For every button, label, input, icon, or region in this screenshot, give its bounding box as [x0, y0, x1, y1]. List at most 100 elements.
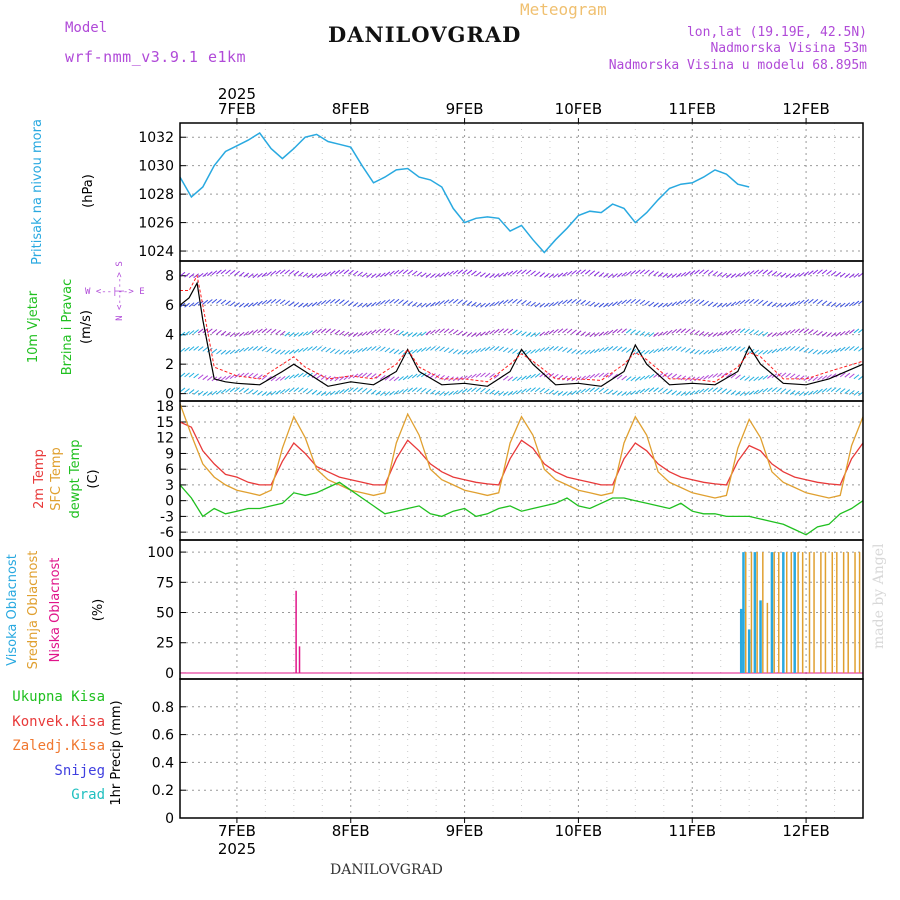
- wind-barb: [557, 328, 564, 334]
- wind-barb: [188, 372, 195, 378]
- wind-barb: [484, 302, 491, 308]
- wind-barb: [434, 273, 441, 278]
- wind-barb: [320, 272, 327, 278]
- wind-barb: [270, 376, 277, 382]
- wind-barb: [707, 332, 714, 338]
- panel-frame: [179, 678, 864, 819]
- wind-barb: [812, 349, 819, 355]
- wind-barb: [839, 388, 846, 394]
- wind-barb: [594, 373, 600, 378]
- wind-barb: [452, 390, 459, 395]
- wind-barb: [416, 348, 423, 353]
- wind-compass: W <--|--> E: [85, 287, 145, 297]
- wind-barb: [676, 272, 682, 278]
- wind-barb: [539, 302, 546, 308]
- y-tick-label: 0.8: [152, 700, 174, 716]
- wind-barb: [666, 389, 673, 395]
- wind-barb: [780, 388, 787, 394]
- wind-barb: [676, 390, 682, 396]
- wind-barb: [548, 329, 555, 335]
- wind-barb: [521, 388, 527, 394]
- wind-barb: [448, 390, 454, 396]
- wind-barb: [525, 332, 532, 337]
- wind-barb: [826, 387, 832, 393]
- wind-barb: [635, 376, 641, 382]
- wind-barb: [817, 331, 823, 336]
- wind-barb: [808, 329, 814, 334]
- wind-barb: [598, 272, 605, 278]
- wind-barb: [698, 349, 705, 355]
- wind-barb: [375, 273, 382, 278]
- wind-barb: [243, 372, 250, 378]
- wind-barb: [498, 328, 505, 334]
- wind-barb: [721, 388, 728, 394]
- wind-barb: [821, 387, 828, 393]
- wind-barb: [366, 273, 372, 278]
- model-name: wrf-nmm_v3.9.1 e1km: [65, 48, 247, 66]
- lonlat-label: lon,lat (19.19E, 42.5N): [686, 25, 867, 40]
- wind-barb: [197, 390, 204, 396]
- wind-barb: [598, 387, 605, 393]
- wind-barb: [407, 387, 413, 393]
- wind-barb: [361, 372, 368, 378]
- wind-barb: [357, 347, 363, 353]
- wind-barb: [180, 347, 186, 353]
- wind-barb: [443, 328, 450, 334]
- wind-barb: [794, 300, 801, 306]
- wind-barb: [284, 269, 291, 275]
- wind-barb: [475, 348, 482, 353]
- wind-barb: [607, 329, 614, 335]
- wind-barb: [466, 374, 473, 380]
- wind-barb: [780, 302, 787, 308]
- wind-barb: [703, 387, 709, 393]
- x-tick-label-bottom: 12FEB: [782, 822, 829, 840]
- gust-line: [180, 274, 863, 383]
- wind-barb: [543, 388, 550, 394]
- wind-barb: [698, 388, 705, 394]
- wind-barb: [448, 328, 454, 334]
- wind-barb: [207, 299, 213, 304]
- wind-barb: [712, 302, 719, 308]
- wind-barb: [580, 299, 587, 305]
- wind-barb: [334, 376, 341, 382]
- wind-barb: [225, 331, 231, 337]
- wind-barb: [197, 374, 204, 380]
- wind-barb: [320, 346, 327, 352]
- wind-barb: [475, 302, 482, 308]
- wind-barb: [553, 273, 559, 278]
- wind-barb: [771, 332, 778, 337]
- wind-barb: [630, 270, 637, 275]
- wind-barb: [325, 347, 332, 353]
- wind-barb: [534, 332, 541, 337]
- wind-barb: [735, 328, 741, 334]
- wind-barb: [225, 300, 231, 306]
- wind-barb: [571, 349, 577, 354]
- wind-barb: [370, 389, 377, 395]
- wind-barb: [389, 298, 395, 304]
- wind-barb: [257, 346, 263, 351]
- wind-barb: [826, 270, 832, 275]
- wind-barb: [380, 272, 386, 278]
- wind-barb: [780, 372, 787, 378]
- wind-barb: [375, 346, 382, 351]
- wind-barb: [279, 269, 286, 275]
- wind-barb: [416, 302, 423, 308]
- wind-barb: [243, 388, 250, 393]
- wind-barb: [767, 270, 773, 275]
- wind-barb: [257, 390, 263, 396]
- wind-barb: [393, 349, 400, 355]
- wind-barb: [594, 348, 600, 354]
- wind-barb: [767, 387, 773, 393]
- wind-barb: [393, 269, 400, 275]
- y-tick-label: 100: [147, 545, 174, 561]
- wind-barb: [730, 345, 737, 351]
- wind-barb: [571, 270, 577, 275]
- wind-barb: [767, 301, 773, 307]
- wind-barb: [794, 374, 801, 380]
- y-tick-label: 1028: [138, 187, 174, 203]
- wind-barb: [202, 272, 209, 278]
- wind-barb: [193, 345, 199, 351]
- wind-barb: [826, 301, 832, 307]
- wind-barb: [780, 330, 787, 336]
- wind-barb: [521, 300, 527, 305]
